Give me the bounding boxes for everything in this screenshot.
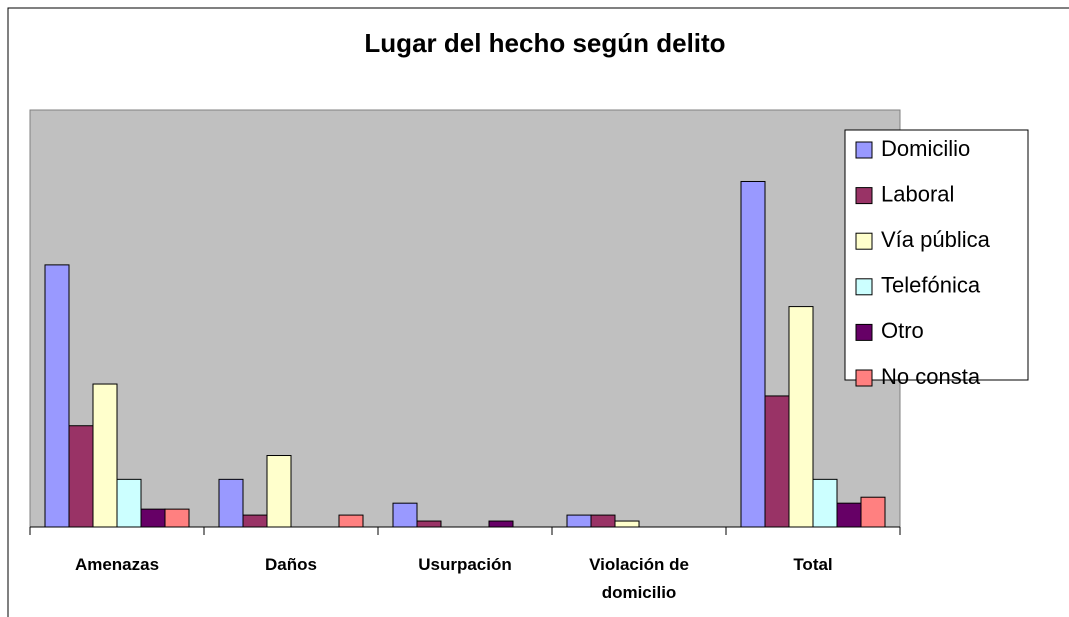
bar: [740, 180, 766, 528]
bar: [218, 478, 244, 528]
bar: [836, 502, 862, 528]
legend-swatch: [855, 323, 873, 341]
bar: [44, 264, 70, 528]
bar: [116, 478, 142, 528]
legend: [844, 129, 1029, 381]
bar: [68, 425, 94, 528]
bar: [164, 508, 190, 528]
bar: [788, 306, 814, 528]
legend-label: Domicilio: [881, 136, 970, 161]
x-tick-label: Usurpación: [418, 555, 512, 574]
legend-swatch: [855, 232, 873, 250]
bar: [92, 383, 118, 528]
legend-label: Vía pública: [881, 227, 991, 252]
legend-label: No consta: [881, 364, 981, 389]
chart-title: Lugar del hecho según delito: [364, 28, 725, 58]
legend-label: Laboral: [881, 181, 954, 206]
x-tick-label: Total: [793, 555, 833, 574]
legend-label: Otro: [881, 318, 924, 343]
x-tick-label: Amenazas: [74, 555, 160, 574]
legend-swatch: [855, 187, 873, 205]
legend-swatch: [855, 141, 873, 159]
bar: [860, 496, 886, 528]
bar: [764, 395, 790, 528]
bar: [266, 455, 292, 528]
bar: [242, 514, 268, 528]
legend-swatch: [855, 278, 873, 296]
bar: [812, 478, 838, 528]
bar: [614, 520, 640, 528]
bar: [416, 520, 442, 528]
legend-label: Telefónica: [881, 273, 981, 298]
legend-swatch: [855, 369, 873, 387]
bar: [140, 508, 166, 528]
x-tick-label: Daños: [265, 555, 317, 574]
x-tick-label: Violación de domicilio: [589, 555, 689, 602]
bar: [488, 520, 514, 528]
bar: [392, 502, 418, 528]
bar: [566, 514, 592, 528]
bar: [590, 514, 616, 528]
bar: [338, 514, 364, 528]
